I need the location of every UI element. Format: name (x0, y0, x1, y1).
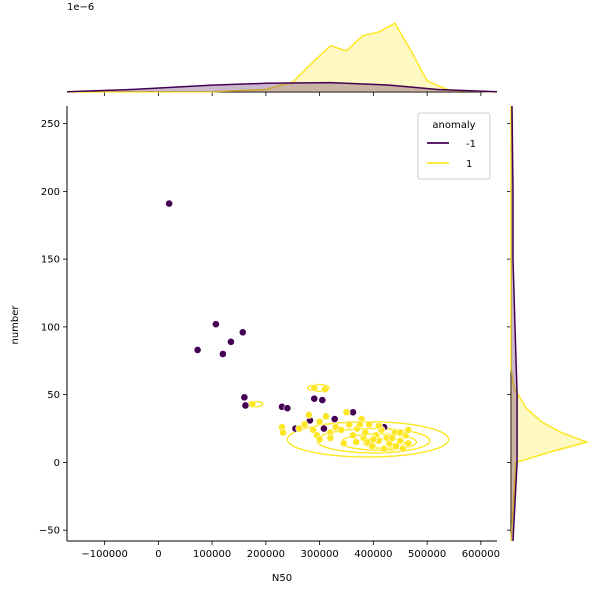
scatter-point (211, 320, 220, 329)
scatter-point (396, 436, 405, 445)
top-density-anomaly-neg1-line (66, 81, 498, 93)
legend-entry-label: -1 (466, 139, 476, 150)
scatter-point (218, 350, 227, 358)
scatter-point (349, 408, 357, 417)
right-density-anomaly-1-fill (511, 106, 587, 541)
scatter-point (356, 420, 364, 429)
right-density-anomaly-neg1-line (511, 105, 518, 542)
top-marginal-density (66, 22, 498, 96)
scatter-point (369, 435, 378, 444)
scatter-point (309, 425, 318, 434)
top-marginal-offset-label: 1e−6 (67, 2, 94, 13)
scatter-point (248, 400, 257, 409)
density-contour (307, 383, 330, 392)
scatter-point (349, 431, 357, 440)
scatter-point (361, 428, 370, 437)
y-tick-label: 100 (41, 322, 60, 333)
y-tick-label: 250 (41, 119, 60, 130)
scatter-point (345, 420, 354, 429)
main-scatter-plot: −100000 0 100000 200000 300000 400000 500000 60… (39, 106, 500, 560)
y-axis-label: number (10, 305, 21, 345)
scatter-point (388, 434, 397, 442)
scatter-point (380, 444, 389, 453)
y-tick-label: 0 (54, 458, 60, 469)
scatter-point (368, 442, 377, 451)
x-tick-label: 300000 (301, 549, 339, 560)
legend: anomaly -1 1 (417, 112, 491, 180)
scatter-point (227, 337, 235, 346)
scatter-point (310, 394, 319, 403)
top-density-anomaly-neg1-fill (67, 82, 497, 92)
scatter-point (283, 404, 292, 413)
y-tick-label: −50 (39, 526, 60, 537)
scatter-point (321, 385, 329, 394)
scatter-point (399, 444, 407, 453)
scatter-point (322, 412, 330, 421)
right-marginal-density (507, 105, 590, 542)
scatter-point (330, 415, 339, 423)
x-tick-label: −100000 (81, 549, 128, 560)
y-tick-label: 150 (41, 255, 60, 266)
scatter-point (315, 417, 324, 426)
scatter-point (365, 420, 373, 429)
scatter-point (339, 439, 348, 448)
scatter-point (295, 424, 304, 433)
scatter-point (342, 408, 351, 417)
scatter-point (337, 425, 346, 434)
scatter-point (396, 428, 405, 437)
scatter-point (304, 411, 313, 419)
x-tick-label: 200000 (247, 549, 285, 560)
legend-entry-label: 1 (466, 159, 472, 170)
scatter-point (279, 428, 287, 437)
scatter-point (241, 401, 250, 410)
scatter-point (193, 346, 202, 354)
top-density-anomaly-1-fill (67, 23, 497, 92)
y-tick-label: 50 (47, 390, 60, 401)
x-tick-label: 0 (155, 549, 161, 560)
legend-title: anomaly (432, 120, 475, 131)
scatter-point (310, 383, 319, 392)
right-density-anomaly-1-line (510, 106, 590, 542)
top-density-anomaly-1-line (66, 22, 498, 93)
scatter-point (320, 424, 328, 433)
scatter-point (238, 328, 247, 337)
x-tick-label: 400000 (354, 549, 392, 560)
scatter-point (165, 199, 174, 208)
x-axis-label: N50 (272, 573, 292, 584)
scatter-point (374, 421, 383, 430)
scatter-point (318, 396, 327, 404)
scatter-point (404, 425, 413, 434)
x-tick-label: 500000 (408, 549, 446, 560)
scatter-point (315, 435, 324, 444)
x-tick-label: 600000 (462, 549, 500, 560)
scatter-point (240, 393, 249, 402)
y-tick-label: 200 (41, 187, 60, 198)
scatter-point (326, 434, 335, 442)
x-tick-label: 100000 (193, 549, 231, 560)
scatter-point (404, 439, 413, 448)
scatter-point (392, 442, 400, 451)
scatter-point (300, 420, 309, 429)
scatter-point (352, 438, 361, 446)
